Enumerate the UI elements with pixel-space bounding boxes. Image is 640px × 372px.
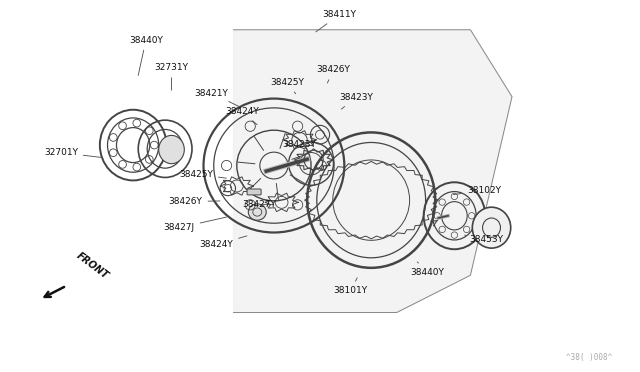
Text: 38426Y: 38426Y [169,197,220,206]
Text: 38427J: 38427J [164,217,227,232]
Text: 38440Y: 38440Y [129,36,163,76]
Text: 38440Y: 38440Y [411,262,444,277]
Text: 38421Y: 38421Y [195,89,239,107]
Text: 38102Y: 38102Y [453,186,501,195]
Text: 32731Y: 32731Y [154,63,189,90]
Ellipse shape [472,207,511,248]
Polygon shape [234,30,512,312]
Ellipse shape [159,135,184,164]
Text: 38425Y: 38425Y [270,78,303,94]
Text: 38453Y: 38453Y [465,235,504,244]
Text: ^38( )008^: ^38( )008^ [566,353,612,362]
Text: 38101Y: 38101Y [333,278,368,295]
Text: 38423Y: 38423Y [339,93,372,109]
Text: 38425Y: 38425Y [179,170,227,179]
Text: FRONT: FRONT [74,251,110,281]
Text: 32701Y: 32701Y [44,148,101,157]
Ellipse shape [248,204,266,220]
Text: 38411Y: 38411Y [316,10,356,32]
Text: 38424Y: 38424Y [200,236,247,249]
Text: 38426Y: 38426Y [316,65,349,83]
Text: 38423Y: 38423Y [283,140,316,155]
FancyBboxPatch shape [247,189,261,195]
Text: 38427Y: 38427Y [243,200,276,209]
Text: 38424Y: 38424Y [225,107,259,125]
